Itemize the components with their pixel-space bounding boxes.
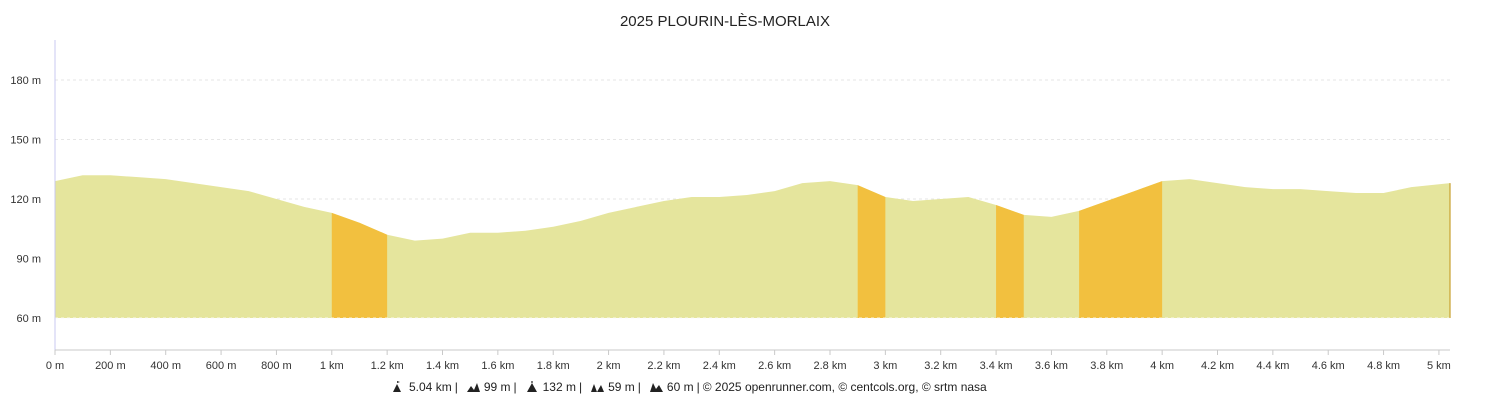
x-tick-label: 2.4 km [703, 360, 736, 372]
x-tick-label: 400 m [150, 360, 181, 372]
steep-segment-3 [996, 204, 1024, 318]
x-tick-label: 4.2 km [1201, 360, 1234, 372]
credits: © 2025 openrunner.com, © centcols.org, ©… [702, 380, 987, 394]
x-tick-label: 3.8 km [1090, 360, 1123, 372]
x-tick-label: 200 m [95, 360, 126, 372]
steep-segment-2 [857, 185, 886, 318]
x-tick-label: 2 km [597, 360, 621, 372]
steep-segment-1 [331, 212, 388, 318]
route-summary: 5.04 km | 99 m | 132 m | 59 m | 60 m | ©… [386, 378, 987, 396]
y-tick-label: 60 m [17, 313, 41, 325]
x-tick-label: 4.8 km [1367, 360, 1400, 372]
x-tick-label: 1.6 km [481, 360, 514, 372]
x-tick-labels: 0 m 200 m 400 m 600 m 800 m 1 km 1.2 km 1.4 km 1… [46, 350, 1451, 372]
x-tick-label: 2.6 km [758, 360, 791, 372]
elevation-gain-icon [466, 383, 480, 392]
area-layer [55, 175, 1451, 319]
y-tick-labels: 60 m 90 m 120 m 150 m 180 m [10, 75, 41, 325]
x-tick-label: 3.4 km [980, 360, 1013, 372]
x-tick-label: 600 m [206, 360, 237, 372]
elevation-loss-icon [649, 383, 663, 392]
x-tick-label: 800 m [261, 360, 292, 372]
y-tick-label: 150 m [10, 135, 41, 147]
x-tick-label: 1 km [320, 360, 344, 372]
x-tick-label: 4.6 km [1312, 360, 1345, 372]
y-tick-label: 120 m [10, 194, 41, 206]
y-tick-label: 90 m [17, 254, 41, 266]
max-altitude-icon [526, 381, 537, 392]
x-tick-label: 2.2 km [647, 360, 680, 372]
steep-segment-4 [1079, 181, 1163, 318]
x-tick-label: 4.4 km [1256, 360, 1289, 372]
y-tick-label: 180 m [10, 75, 41, 87]
x-tick-label: 5 km [1427, 360, 1451, 372]
x-tick-label: 1.8 km [537, 360, 570, 372]
elevation-gain-value: 99 m [483, 380, 511, 394]
distance-value: 5.04 km [409, 380, 452, 394]
distance-icon [393, 381, 401, 392]
elevation-loss-value: 60 m [666, 380, 694, 394]
chart-title: 2025 PLOURIN-LÈS-MORLAIX [620, 13, 830, 30]
x-tick-label: 4 km [1150, 360, 1174, 372]
x-tick-label: 0 m [46, 360, 64, 372]
min-altitude-icon [591, 384, 605, 392]
x-tick-label: 3.6 km [1035, 360, 1068, 372]
x-tick-label: 3 km [873, 360, 897, 372]
elevation-area [55, 175, 1450, 318]
x-tick-label: 1.2 km [371, 360, 404, 372]
max-altitude-value: 132 m [542, 380, 576, 394]
x-tick-label: 3.2 km [924, 360, 957, 372]
x-tick-label: 2.8 km [813, 360, 846, 372]
min-altitude-value: 59 m [608, 380, 635, 394]
x-tick-label: 1.4 km [426, 360, 459, 372]
